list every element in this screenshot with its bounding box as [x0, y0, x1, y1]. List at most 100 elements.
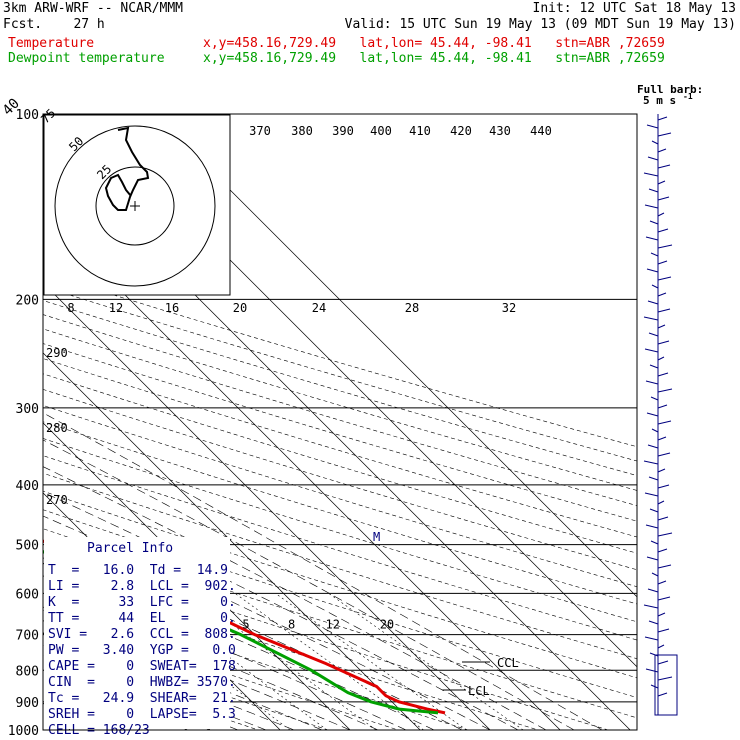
wind-barb	[657, 372, 669, 377]
wind-barb	[657, 500, 665, 505]
wind-barb	[647, 444, 659, 449]
wind-barb	[657, 548, 668, 553]
model-title: 3km ARW-WRF -- NCAR/MMM	[3, 1, 184, 16]
wind-barb	[647, 588, 659, 593]
hodograph-box	[43, 114, 231, 296]
moist-adiabat	[43, 412, 603, 730]
mixing-ratio-label: 8	[288, 618, 295, 632]
wind-barb	[651, 140, 659, 145]
wind-barb	[657, 276, 672, 281]
wind-barb	[657, 228, 669, 233]
temperature-location: x,y=458.16,729.49 lat,lon= 45.44, -98.41…	[203, 36, 665, 51]
theta-e-label: 420	[450, 124, 472, 138]
wind-barb	[650, 396, 659, 401]
wind-barb	[657, 644, 665, 649]
mixing-ratio-line	[234, 593, 424, 730]
wind-barb	[657, 356, 665, 361]
wind-barb	[649, 220, 659, 225]
wind-barb	[657, 308, 671, 313]
wind-barb	[648, 188, 659, 193]
wind-barb	[657, 324, 666, 329]
parcel-info-row: CAPE = 0 SWEAT= 178	[48, 659, 236, 674]
parcel-info-row: T = 16.0 Td = 14.9	[48, 563, 228, 578]
hodograph-ring	[95, 166, 175, 246]
mixing-ratio-line	[190, 593, 377, 730]
pressure-label: 300	[16, 402, 39, 417]
wind-barb	[651, 428, 659, 433]
wind-barb	[645, 380, 659, 385]
pressure-label: 100	[16, 108, 39, 123]
theta-label: 280	[46, 421, 68, 435]
dewpoint-trace	[43, 549, 439, 715]
forecast-hour: Fcst. 27 h	[3, 17, 105, 32]
wind-barb	[657, 148, 667, 153]
isotherm-line	[43, 282, 491, 730]
parcel-info-title: Parcel Info	[87, 541, 173, 556]
speed-label: 28	[405, 301, 419, 315]
wind-barb	[657, 164, 671, 169]
theta-e-label: 400	[370, 124, 392, 138]
wind-barb	[646, 124, 659, 129]
wind-barb	[648, 332, 659, 337]
moist-adiabat	[43, 537, 463, 730]
wind-key-unit: 5 m s	[643, 94, 676, 107]
wind-barb	[649, 508, 659, 513]
dry-adiabat	[43, 328, 637, 506]
header: 3km ARW-WRF -- NCAR/MMM Init: 12 UTC Sat…	[0, 0, 740, 70]
wind-barb	[648, 620, 659, 625]
wind-barb	[657, 628, 670, 633]
wind-barb	[657, 292, 667, 297]
parcel-info-row: CIN = 0 HWBZ= 3570.	[48, 675, 236, 690]
mixing-ratio-label: 20	[380, 618, 394, 632]
wind-barb	[644, 492, 659, 497]
wind-barb-cluster	[654, 654, 678, 716]
wind-barb	[647, 300, 659, 305]
pressure-label: 500	[16, 539, 39, 554]
temperature-trace	[43, 539, 446, 715]
wind-barb	[657, 212, 665, 217]
wind-barb	[647, 156, 659, 161]
wind-barb	[643, 316, 659, 321]
isotherm-line	[43, 422, 351, 730]
dewpoint-location: x,y=458.16,729.49 lat,lon= 45.44, -98.41…	[203, 51, 665, 66]
wind-barb	[657, 660, 669, 665]
parcel-info-row: K = 33 LFC = 0.	[48, 595, 236, 610]
moist-adiabat	[43, 439, 575, 730]
wind-barb	[651, 284, 659, 289]
speed-label: 24	[312, 301, 326, 315]
theta-label: 290	[46, 346, 68, 360]
wind-barb	[657, 180, 666, 185]
wind-barb	[657, 196, 670, 201]
wind-barb	[657, 532, 673, 537]
pressure-label: 200	[16, 293, 39, 308]
wind-key-unit-exponent: -1	[683, 92, 693, 101]
valid-time: Valid: 15 UTC Sun 19 May 13 (09 MDT Sun …	[344, 17, 736, 32]
dry-adiabat	[43, 343, 637, 522]
wind-barb	[657, 580, 667, 585]
wind-barb	[657, 452, 671, 457]
wind-barb	[657, 484, 670, 489]
wind-barb	[657, 116, 668, 121]
dry-adiabat	[43, 472, 637, 660]
wind-barb	[648, 476, 659, 481]
dewpoint-legend: Dewpoint temperature	[8, 51, 165, 66]
init-time: Init: 12 UTC Sat 18 May 13	[532, 1, 737, 16]
parcel-info-row: LI = 2.8 LCL = 902.	[48, 579, 236, 594]
parcel-info-row: SREH = 0 LAPSE= 5.3	[48, 707, 236, 722]
moist-adiabat	[43, 557, 435, 730]
wind-barbs: Full barb:5 m s -1	[637, 83, 703, 716]
moist-adiabat	[43, 466, 547, 730]
wind-barb	[657, 676, 673, 681]
wind-barb	[645, 236, 659, 241]
wind-barb	[657, 244, 673, 249]
parcel-info-panel: Parcel Info T = 16.0 Td = 14.9LI = 2.8 LC…	[44, 537, 236, 738]
theta-label: 270	[46, 493, 68, 507]
wind-barb	[657, 420, 672, 425]
wind-barb	[646, 556, 659, 561]
wind-barb	[649, 364, 659, 369]
speed-label: 12	[109, 301, 123, 315]
wind-barb	[657, 468, 666, 473]
pressure-label: 800	[16, 664, 39, 679]
wind-barb	[646, 412, 659, 417]
